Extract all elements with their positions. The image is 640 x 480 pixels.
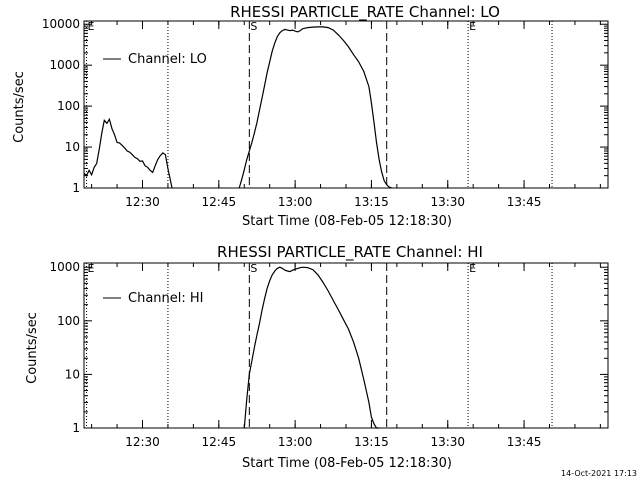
lo-plot-frame [83, 20, 609, 189]
hi-y-axis-label: Counts/sec [25, 312, 40, 384]
lo-y-tick-label-4: 10000 [42, 17, 80, 31]
plot-timestamp: 14-Oct-2021 17:13 [561, 469, 637, 478]
lo-x-tick-label-4: 13:30 [430, 195, 465, 209]
hi-marker-label-4: E [469, 262, 476, 275]
hi-x-tick-label-5: 13:45 [507, 435, 542, 449]
lo-channel-panel: RHESSI PARTICLE_RATE Channel: LO Start T… [12, 3, 609, 229]
lo-y-axis-label: Counts/sec [12, 71, 27, 143]
hi-y-tick-label-2: 100 [57, 314, 80, 328]
hi-x-axis-label: Start Time (08-Feb-05 12:18:30) [242, 456, 452, 471]
hi-x-tick-label-2: 13:00 [278, 435, 313, 449]
lo-x-tick-label-0: 12:30 [125, 195, 160, 209]
hi-legend-label: Channel: HI [128, 291, 204, 306]
lo-x-tick-label-1: 12:45 [202, 195, 237, 209]
lo-x-tick-label-3: 13:15 [354, 195, 389, 209]
hi-chart-title: RHESSI PARTICLE_RATE Channel: HI [217, 243, 483, 262]
hi-x-tick-label-0: 12:30 [125, 435, 160, 449]
lo-x-tick-label-5: 13:45 [507, 195, 542, 209]
hi-x-tick-label-3: 13:15 [354, 435, 389, 449]
hi-marker-label-2: S [250, 262, 257, 275]
hi-y-tick-label-1: 10 [65, 367, 80, 381]
hi-x-tick-label-1: 12:45 [202, 435, 237, 449]
lo-legend-label: Channel: LO [128, 52, 207, 67]
hi-x-tick-label-4: 13:30 [430, 435, 465, 449]
hi-channel-panel: RHESSI PARTICLE_RATE Channel: HI Start T… [25, 243, 609, 471]
lo-marker-label-4: E [469, 20, 476, 33]
lo-x-tick-label-2: 13:00 [278, 195, 313, 209]
lo-y-tick-label-1: 10 [65, 140, 80, 154]
lo-x-axis-label: Start Time (08-Feb-05 12:18:30) [242, 214, 452, 229]
hi-plot-frame [83, 262, 609, 429]
lo-marker-label-2: S [250, 20, 257, 33]
lo-y-tick-label-2: 100 [57, 99, 80, 113]
hi-y-tick-label-3: 1000 [49, 260, 80, 274]
hi-marker-label-0: E [88, 262, 95, 275]
hi-series-line-0-0 [243, 266, 380, 429]
lo-series-line-0-0 [83, 117, 173, 189]
lo-y-tick-label-3: 1000 [49, 58, 80, 72]
lo-series-line-0-1 [238, 26, 392, 189]
lo-marker-label-0: E [88, 20, 95, 33]
lo-y-tick-label-0: 1 [72, 181, 80, 195]
hi-y-tick-label-0: 1 [72, 421, 80, 435]
lo-chart-title: RHESSI PARTICLE_RATE Channel: LO [230, 3, 500, 22]
